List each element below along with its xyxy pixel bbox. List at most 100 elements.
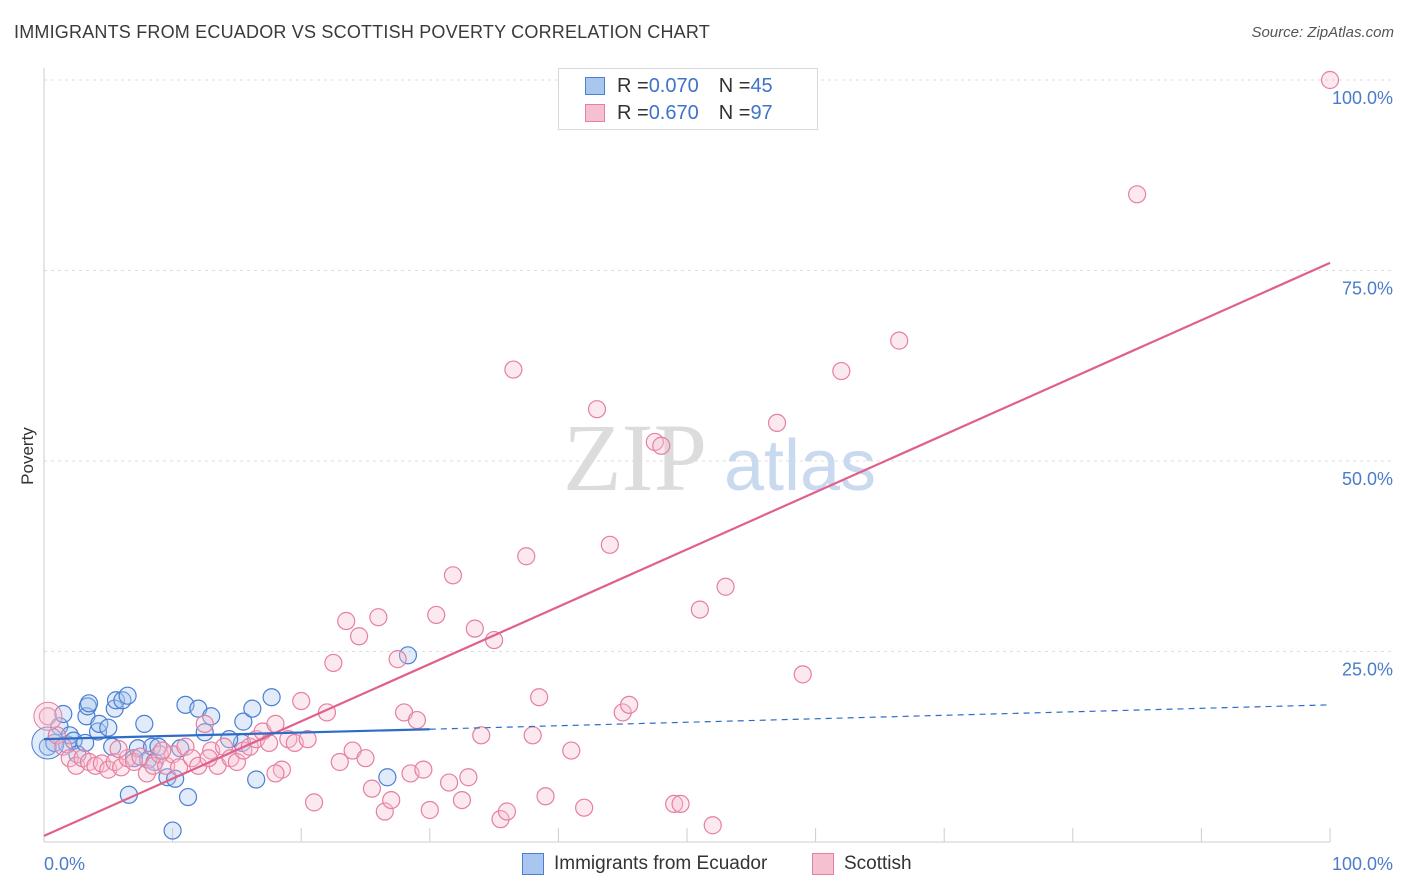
- scottish-point: [600, 535, 619, 554]
- scottish-point: [472, 726, 491, 745]
- scottish-point: [523, 726, 542, 745]
- scottish-point: [497, 802, 517, 821]
- ecuador-point: [135, 714, 154, 733]
- scottish-point: [652, 436, 671, 455]
- scottish-point: [504, 360, 523, 379]
- grid-lines: [44, 79, 1393, 652]
- y-tick-labels: 25.0% 50.0% 75.0% 100.0%: [1332, 88, 1393, 680]
- series-ecuador-points: [31, 646, 418, 840]
- ecuador-point: [202, 707, 221, 726]
- bottom-legend-swatch-blue: [522, 853, 544, 875]
- chart-title: IMMIGRANTS FROM ECUADOR VS SCOTTISH POVE…: [14, 22, 710, 42]
- scottish-point: [587, 400, 607, 419]
- scottish-point: [414, 760, 433, 779]
- scottish-point: [109, 739, 128, 759]
- scottish-point: [176, 737, 195, 756]
- scottish-point: [491, 810, 510, 829]
- ecuador-point: [247, 770, 266, 789]
- scottish-point: [1320, 70, 1340, 90]
- scottish-point: [665, 794, 684, 814]
- ecuador-point: [243, 699, 262, 718]
- scottish-point: [690, 600, 709, 619]
- scottish-point: [671, 794, 690, 814]
- scottish-point: [613, 703, 632, 722]
- scottish-point: [382, 790, 401, 810]
- bottom-legend-scottish: Scottish: [812, 852, 912, 876]
- legend-r-value: 0.670: [648, 101, 699, 124]
- scottish-point: [517, 547, 536, 566]
- y-tick-label: 75.0%: [1342, 279, 1393, 299]
- scottish-point: [195, 714, 214, 733]
- scottish-point: [227, 752, 246, 772]
- legend-r-label: R =: [617, 74, 649, 97]
- ecuador-point: [54, 704, 73, 724]
- ecuador-point: [78, 697, 97, 716]
- legend-swatch-pink: [585, 104, 605, 122]
- ecuador-point: [106, 691, 126, 710]
- legend-n-label: N =: [718, 101, 751, 124]
- ecuador-point: [262, 688, 281, 707]
- watermark: ZIP atlas: [563, 404, 876, 511]
- scottish-point: [388, 650, 407, 669]
- scottish-point: [38, 707, 57, 726]
- legend-swatch-blue: [585, 77, 605, 95]
- scottish-point: [443, 566, 463, 585]
- ecuador-point: [99, 718, 118, 737]
- scottish-point: [362, 779, 382, 798]
- scottish-point: [1127, 185, 1147, 204]
- scottish-point: [793, 665, 812, 684]
- legend-row-ecuador: R = 0.070 N = 45: [585, 74, 773, 98]
- scottish-point: [304, 793, 324, 812]
- scottish-point: [330, 752, 349, 772]
- scottish-trend-line: [43, 261, 1331, 837]
- scottish-point: [459, 768, 478, 787]
- scottish-point: [832, 361, 851, 381]
- scottish-point: [427, 605, 446, 625]
- scottish-point: [420, 800, 439, 820]
- scottish-point: [60, 749, 79, 768]
- ecuador-trend-extension: [429, 704, 1331, 730]
- scottish-point: [375, 802, 394, 821]
- scottish-point: [536, 787, 555, 806]
- legend-row-scottish: R = 0.670 N = 97: [585, 101, 773, 125]
- scottish-point: [266, 764, 285, 783]
- legend-r-value: 0.070: [648, 74, 699, 97]
- scottish-point: [890, 331, 909, 350]
- y-tick-label: 50.0%: [1342, 469, 1393, 489]
- scottish-point: [292, 691, 311, 711]
- scottish-point: [298, 730, 317, 749]
- ecuador-point: [378, 768, 397, 787]
- scottish-point: [144, 756, 163, 775]
- scottish-point: [620, 695, 639, 714]
- scottish-point-large: [33, 701, 63, 731]
- ecuador-point: [118, 686, 137, 705]
- x-tick-label-max: 100.0%: [1332, 854, 1393, 874]
- ecuador-trend-line: [43, 728, 430, 741]
- scottish-point: [562, 741, 581, 760]
- y-tick-label: 25.0%: [1342, 660, 1393, 680]
- ecuador-point: [124, 749, 144, 768]
- bottom-legend-label: Immigrants from Ecuador: [554, 853, 768, 874]
- y-axis-label: Poverty: [18, 427, 37, 485]
- scottish-point: [259, 733, 279, 753]
- scottish-point: [575, 798, 594, 817]
- scottish-point: [452, 790, 472, 810]
- legend-r-label: R =: [617, 101, 649, 124]
- ecuador-point: [163, 821, 182, 840]
- scottish-point: [337, 611, 356, 631]
- y-tick-label: 100.0%: [1332, 88, 1393, 108]
- legend-n-value: 45: [750, 74, 773, 97]
- scottish-point: [716, 577, 735, 596]
- scottish-point: [530, 688, 549, 707]
- ecuador-point: [398, 646, 418, 665]
- ecuador-point: [234, 712, 253, 731]
- ecuador-point: [142, 737, 162, 756]
- x-tick-marks: [172, 828, 1331, 842]
- ecuador-point: [88, 722, 108, 741]
- ecuador-point: [90, 714, 109, 733]
- scottish-point: [131, 747, 150, 766]
- scottish-point: [153, 741, 172, 760]
- legend-n-value: 97: [750, 101, 773, 124]
- scottish-point: [349, 627, 369, 646]
